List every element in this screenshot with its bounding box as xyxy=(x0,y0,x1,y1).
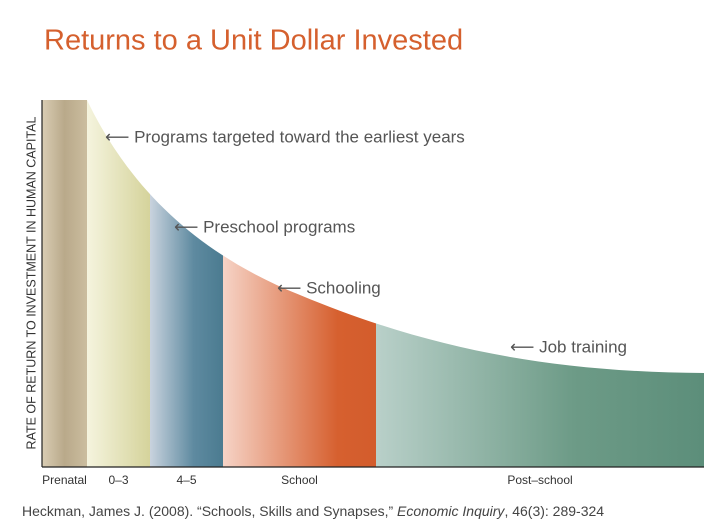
source-text: , 46(3): 289-324 xyxy=(504,503,604,519)
annotation: ⟵ Schooling xyxy=(277,278,381,297)
y-axis-label: RATE OF RETURN TO INVESTMENT IN HUMAN CA… xyxy=(24,117,38,450)
x-tick-label: Post–school xyxy=(507,473,572,487)
chart-title: Returns to a Unit Dollar Invested xyxy=(44,25,463,57)
prenatal-band xyxy=(42,100,87,467)
annotation: ⟵ Preschool programs xyxy=(174,217,355,236)
band-post-school xyxy=(376,100,704,467)
x-tick-label: School xyxy=(281,473,318,487)
band-4-5 xyxy=(150,100,223,467)
source-text: Heckman, James J. (2008). “Schools, Skil… xyxy=(22,503,397,519)
source-journal: Economic Inquiry xyxy=(397,503,505,519)
annotation: ⟵ Programs targeted toward the earliest … xyxy=(105,127,465,146)
x-tick-label: Prenatal xyxy=(42,473,87,487)
annotation: ⟵ Job training xyxy=(510,337,627,356)
band-0-3 xyxy=(87,100,150,467)
x-tick-label: 4–5 xyxy=(176,473,196,487)
x-tick-label: 0–3 xyxy=(108,473,128,487)
source: Heckman, James J. (2008). “Schools, Skil… xyxy=(22,503,604,519)
